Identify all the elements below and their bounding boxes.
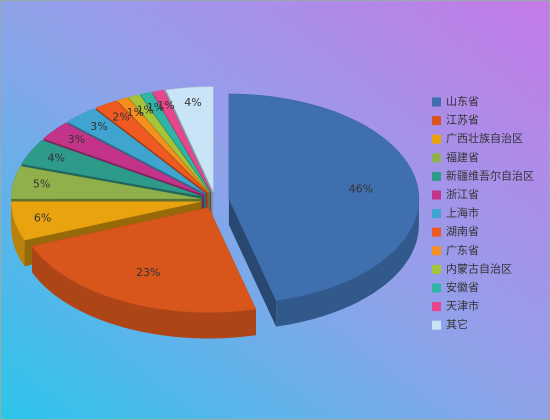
- legend-label: 福建省: [446, 150, 479, 164]
- slice: [66, 108, 206, 194]
- slice: [228, 93, 420, 301]
- legend-label: 上海市: [446, 206, 479, 220]
- legend-swatch: [432, 283, 441, 293]
- legend-label: 广东省: [446, 244, 479, 257]
- legend-label: 其它: [446, 317, 468, 331]
- data-label: 1%: [137, 103, 154, 116]
- legend-label: 江苏省: [446, 114, 479, 127]
- slice-side: [228, 198, 277, 327]
- data-label: 5%: [33, 178, 50, 191]
- pie: 46%23%6%5%4%3%3%2%1%1%1%1% 4%: [10, 86, 420, 339]
- legend-swatch: [432, 171, 441, 181]
- slice: [95, 100, 208, 194]
- slice: [116, 97, 209, 193]
- legend-label: 广西壮族自治区: [446, 131, 523, 145]
- legend: 山东省江苏省广西壮族自治区福建省新疆维吾尔自治区浙江省上海市湖南省广东省内蒙古自…: [432, 95, 534, 331]
- legend-swatch: [432, 246, 441, 256]
- slice: [139, 91, 211, 193]
- legend-swatch: [432, 116, 441, 126]
- legend-swatch: [432, 209, 441, 219]
- slice-wall: [276, 198, 419, 327]
- legend-swatch: [432, 320, 441, 330]
- data-label: 2%: [112, 111, 129, 124]
- slice: [152, 89, 212, 193]
- legend-swatch: [432, 302, 441, 312]
- legend-label: 湖南省: [446, 225, 479, 238]
- data-label: 23%: [136, 266, 160, 279]
- slice-wall: [32, 246, 256, 339]
- legend-swatch: [432, 134, 441, 144]
- data-label: 3%: [90, 120, 107, 133]
- slice: [128, 94, 210, 193]
- legend-label: 内蒙古自治区: [446, 261, 512, 275]
- legend-label: 浙江省: [446, 188, 479, 201]
- data-label: 4%: [184, 96, 201, 109]
- data-label: 1%: [147, 101, 164, 114]
- data-label: 1%: [127, 106, 144, 119]
- data-label: 3%: [68, 133, 85, 146]
- data-label: 6%: [34, 211, 51, 224]
- slice-wall: [11, 201, 25, 267]
- slice: [10, 201, 202, 241]
- data-label: 4%: [47, 151, 64, 164]
- slice: [43, 122, 205, 196]
- slice: [165, 86, 214, 192]
- legend-swatch: [432, 153, 441, 163]
- legend-swatch: [432, 97, 441, 107]
- slice: [31, 207, 257, 313]
- slice: [21, 139, 203, 197]
- data-label: 46%: [349, 183, 373, 196]
- legend-swatch: [432, 190, 441, 200]
- legend-label: 山东省: [446, 95, 479, 108]
- legend-swatch: [432, 264, 441, 274]
- slice: [10, 165, 202, 199]
- legend-label: 安徽省: [446, 280, 479, 294]
- legend-label: 天津市: [446, 299, 479, 313]
- legend-swatch: [432, 227, 441, 237]
- legend-label: 新疆维吾尔自治区: [446, 168, 534, 182]
- data-label: 1%: [157, 99, 174, 112]
